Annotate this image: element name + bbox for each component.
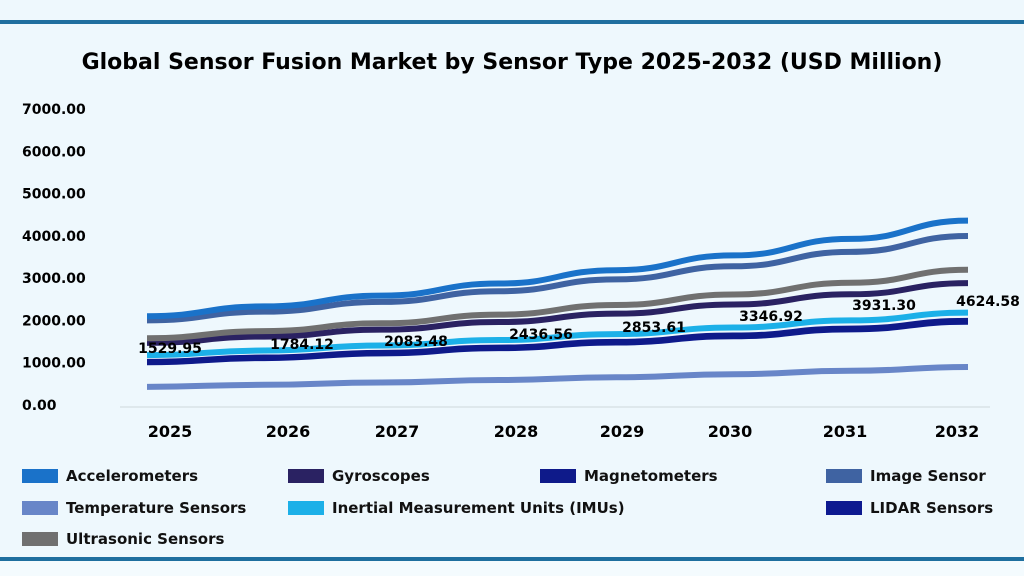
- legend-item: LIDAR Sensors: [826, 499, 993, 517]
- data-label: 2436.56: [509, 327, 573, 343]
- x-tick-label: 2032: [935, 422, 980, 441]
- series-line-magnetometers: [146, 317, 969, 365]
- legend-swatch: [22, 532, 58, 546]
- legend-label: Accelerometers: [66, 467, 199, 485]
- y-tick-label: 2000.00: [22, 313, 86, 329]
- legend-item: Ultrasonic Sensors: [22, 530, 224, 548]
- legend-label: Inertial Measurement Units (IMUs): [332, 499, 625, 517]
- data-label: 3346.92: [739, 309, 803, 325]
- x-tick-label: 2030: [708, 422, 753, 441]
- y-tick-label: 4000.00: [22, 229, 86, 245]
- series-line-image-sensor: [146, 232, 969, 324]
- series-line-inertial-measurement-units-imus-: [146, 309, 969, 359]
- x-tick-label: 2026: [266, 422, 311, 441]
- legend-swatch: [22, 469, 58, 483]
- y-tick-label: 1000.00: [22, 356, 86, 372]
- data-label: 2083.48: [384, 334, 448, 350]
- x-tick-label: 2029: [600, 422, 645, 441]
- chart-title: Global Sensor Fusion Market by Sensor Ty…: [81, 50, 943, 75]
- series-line-temperature-sensors: [146, 363, 969, 390]
- legend-label: Image Sensor: [870, 467, 986, 485]
- bottom-strip: [0, 561, 1024, 576]
- legend-label: LIDAR Sensors: [870, 499, 994, 517]
- legend-item: Temperature Sensors: [22, 499, 246, 517]
- legend-item: Image Sensor: [826, 467, 986, 485]
- legend-swatch: [826, 469, 862, 483]
- data-label: 1529.95: [138, 341, 202, 357]
- x-tick-label: 2031: [823, 422, 868, 441]
- legend-label: Magnetometers: [584, 467, 718, 485]
- legend-label: Gyroscopes: [332, 467, 430, 485]
- legend-item: Magnetometers: [540, 467, 718, 485]
- data-label: 2853.61: [622, 320, 686, 336]
- legend-swatch: [288, 501, 324, 515]
- legend-item: Inertial Measurement Units (IMUs): [288, 499, 625, 517]
- data-label: 1784.12: [270, 337, 334, 353]
- legend-swatch: [22, 501, 58, 515]
- legend-label: Ultrasonic Sensors: [66, 530, 225, 548]
- series-line-accelerometers: [146, 217, 969, 320]
- legend-swatch: [288, 469, 324, 483]
- x-tick-label: 2027: [375, 422, 420, 441]
- series-line-gyroscopes: [146, 280, 969, 346]
- data-label: 4624.58: [956, 294, 1020, 310]
- x-tick-label: 2028: [494, 422, 539, 441]
- legend-swatch: [826, 501, 862, 515]
- data-label: 3931.30: [852, 298, 916, 314]
- legend-label: Temperature Sensors: [66, 499, 247, 517]
- y-tick-label: 3000.00: [22, 271, 86, 287]
- legend-item: Gyroscopes: [288, 467, 430, 485]
- top-border: [0, 20, 1024, 24]
- legend-item: Accelerometers: [22, 467, 198, 485]
- y-tick-label: 6000.00: [22, 144, 86, 160]
- legend-swatch: [540, 469, 576, 483]
- series-line-ultrasonic-sensors: [146, 266, 969, 342]
- x-tick-label: 2025: [148, 422, 193, 441]
- y-tick-label: 5000.00: [22, 187, 86, 203]
- y-tick-label: 0.00: [22, 398, 57, 414]
- y-tick-label: 7000.00: [22, 102, 86, 118]
- bottom-border: [0, 557, 1024, 561]
